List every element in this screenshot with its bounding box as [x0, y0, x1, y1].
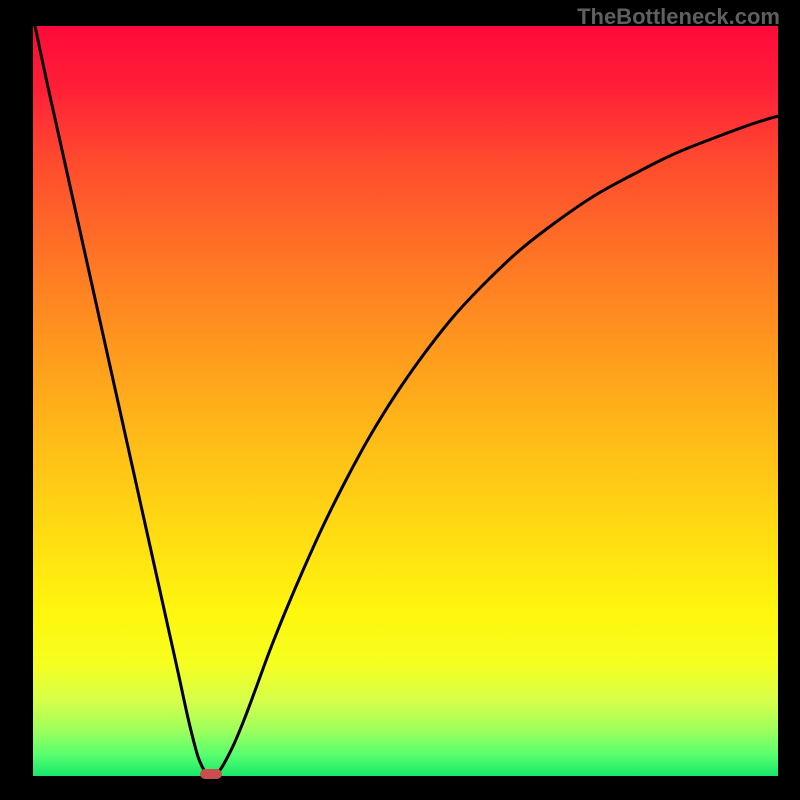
watermark-text: TheBottleneck.com	[577, 4, 780, 30]
minimum-marker	[200, 769, 222, 779]
curve-path	[35, 26, 778, 776]
chart-container: TheBottleneck.com	[0, 0, 800, 800]
curve-svg	[33, 26, 778, 776]
plot-area	[33, 26, 778, 776]
